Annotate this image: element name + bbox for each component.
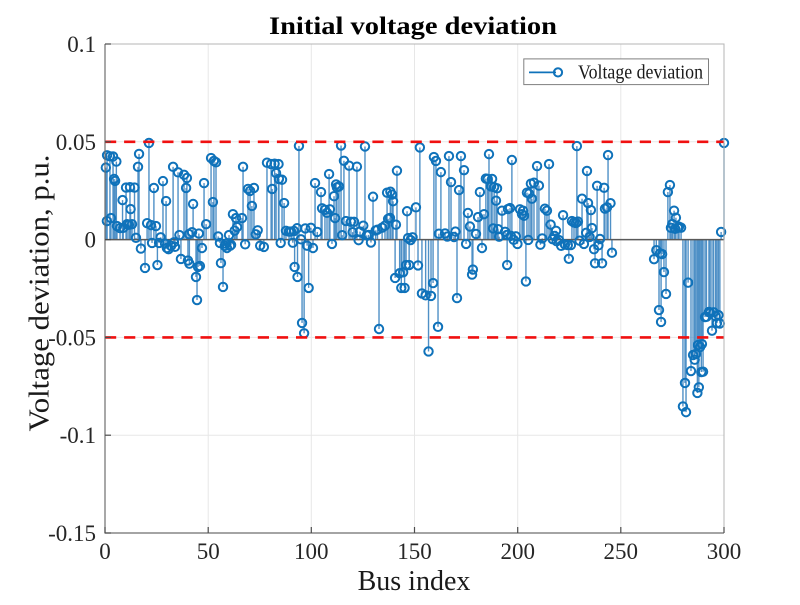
svg-text:-0.05: -0.05 bbox=[48, 325, 96, 350]
svg-text:300: 300 bbox=[707, 539, 742, 564]
svg-text:Voltage deviation: Voltage deviation bbox=[578, 61, 703, 83]
svg-text:0.05: 0.05 bbox=[56, 130, 96, 155]
svg-text:Voltage deviation, p.u.: Voltage deviation, p.u. bbox=[25, 155, 56, 432]
svg-text:100: 100 bbox=[294, 539, 329, 564]
svg-text:150: 150 bbox=[397, 539, 432, 564]
svg-text:Bus index: Bus index bbox=[358, 566, 471, 597]
svg-text:50: 50 bbox=[197, 539, 220, 564]
svg-text:0: 0 bbox=[99, 539, 111, 564]
svg-text:-0.15: -0.15 bbox=[48, 521, 96, 546]
svg-text:200: 200 bbox=[500, 539, 535, 564]
svg-text:0.1: 0.1 bbox=[67, 32, 96, 57]
svg-text:0: 0 bbox=[85, 228, 97, 253]
svg-text:-0.1: -0.1 bbox=[60, 423, 96, 448]
svg-text:250: 250 bbox=[604, 539, 639, 564]
svg-text:Initial voltage deviation: Initial voltage deviation bbox=[269, 11, 557, 40]
